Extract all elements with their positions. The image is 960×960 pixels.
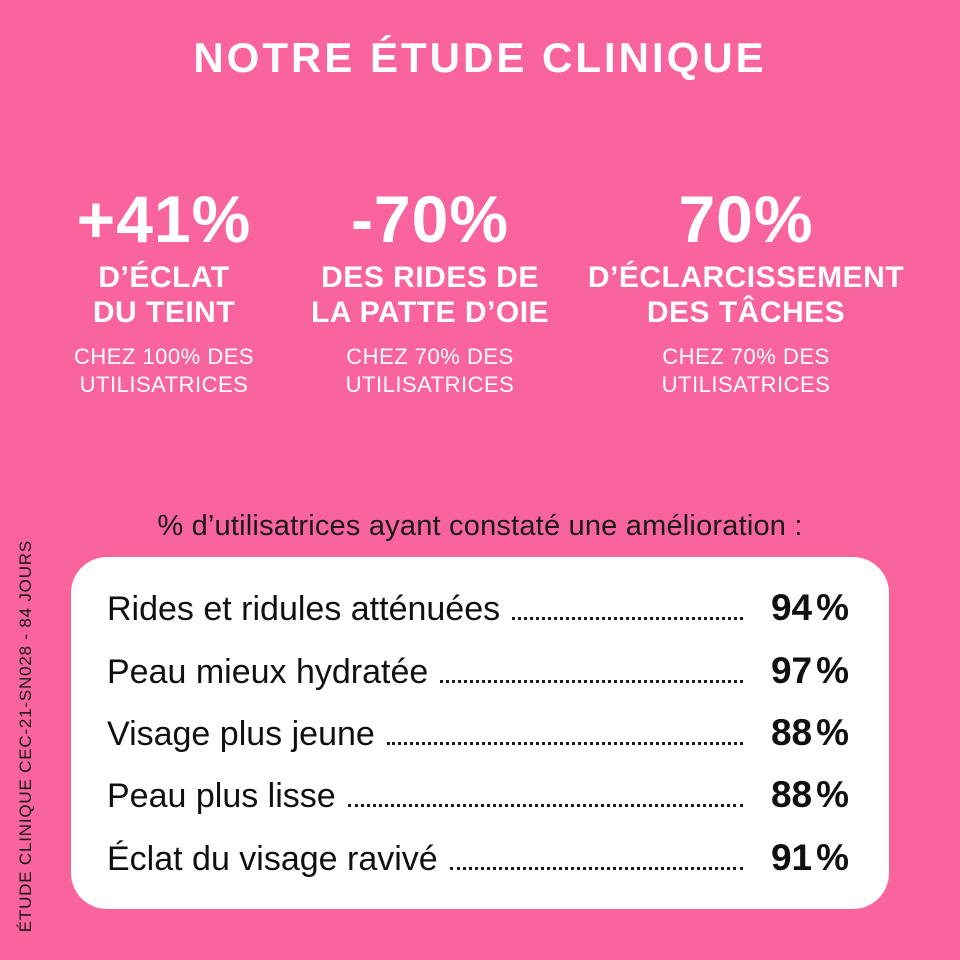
result-row: Peau mieux hydratée 97% <box>107 650 849 692</box>
stat-label-line: D’ÉCLARCISSEMENT <box>587 261 905 294</box>
stat-value: +41% <box>76 182 252 256</box>
results-card: Rides et ridules atténuées 94% Peau mieu… <box>71 556 889 909</box>
stat-population-line: UTILISATRICES <box>79 372 249 398</box>
result-number: 94 <box>770 587 813 629</box>
result-row: Éclat du visage ravivé 91% <box>107 837 849 879</box>
result-label: Rides et ridules atténuées <box>107 590 501 629</box>
result-row: Visage plus jeune 88% <box>107 712 849 754</box>
result-value: 91% <box>757 837 849 879</box>
dotted-leader <box>512 617 743 621</box>
result-number: 88 <box>770 774 813 816</box>
stat-population-line: UTILISATRICES <box>661 372 831 398</box>
headline-stats: +41% D’ÉCLAT DU TEINT CHEZ 100% DES UTIL… <box>0 186 960 400</box>
study-reference-note: ÉTUDE CLINIQUE CEC-21-SN028 - 84 JOURS <box>16 539 35 932</box>
result-number: 91 <box>770 836 813 878</box>
stat-eclarcissement-taches: 70% D’ÉCLARCISSEMENT DES TÂCHES CHEZ 70%… <box>570 186 922 400</box>
percent-sign: % <box>816 711 849 753</box>
stat-label-line: DES TÂCHES <box>646 296 846 330</box>
result-row: Peau plus lisse 88% <box>107 774 849 816</box>
stat-population: CHEZ 70% DES UTILISATRICES <box>299 343 561 400</box>
result-value: 97% <box>757 650 849 692</box>
stat-value: 70% <box>678 182 814 256</box>
result-value: 88% <box>757 712 849 754</box>
stat-label: D’ÉCLAT DU TEINT <box>38 260 290 331</box>
result-label: Peau plus lisse <box>107 777 336 816</box>
result-value: 88% <box>757 774 849 816</box>
percent-sign: % <box>816 774 849 816</box>
stat-value: -70% <box>350 182 510 256</box>
dotted-leader <box>386 741 743 745</box>
stat-rides-patte-oie: -70% DES RIDES DE LA PATTE D’OIE CHEZ 70… <box>299 186 561 400</box>
stat-eclat-du-teint: +41% D’ÉCLAT DU TEINT CHEZ 100% DES UTIL… <box>38 186 290 400</box>
stat-population-line: UTILISATRICES <box>345 372 515 398</box>
stat-population: CHEZ 70% DES UTILISATRICES <box>570 343 922 400</box>
percent-sign: % <box>816 587 849 629</box>
stat-population-line: CHEZ 70% DES <box>662 343 830 369</box>
stat-label-line: LA PATTE D’OIE <box>310 296 550 330</box>
percent-sign: % <box>816 836 849 878</box>
result-number: 88 <box>770 711 813 753</box>
result-row: Rides et ridules atténuées 94% <box>107 587 849 629</box>
stat-population-line: CHEZ 70% DES <box>346 343 514 369</box>
result-label: Visage plus jeune <box>107 714 375 753</box>
stat-label-line: DU TEINT <box>92 296 236 330</box>
results-list-heading: % d’utilisatrices ayant constaté une amé… <box>157 509 803 542</box>
result-label: Peau mieux hydratée <box>107 652 429 691</box>
page-title: NOTRE ÉTUDE CLINIQUE <box>193 34 767 81</box>
stat-label: DES RIDES DE LA PATTE D’OIE <box>299 260 561 331</box>
percent-sign: % <box>816 649 849 691</box>
result-number: 97 <box>770 649 813 691</box>
result-value: 94% <box>757 587 849 629</box>
stat-population-line: CHEZ 100% DES <box>73 343 255 369</box>
stat-population: CHEZ 100% DES UTILISATRICES <box>38 343 290 400</box>
stat-label: D’ÉCLARCISSEMENT DES TÂCHES <box>570 260 922 331</box>
dotted-leader <box>347 804 743 808</box>
dotted-leader <box>449 866 743 870</box>
result-label: Éclat du visage ravivé <box>107 839 438 878</box>
stat-label-line: DES RIDES DE <box>321 261 539 294</box>
stat-label-line: D’ÉCLAT <box>98 261 230 294</box>
dotted-leader <box>440 679 743 683</box>
